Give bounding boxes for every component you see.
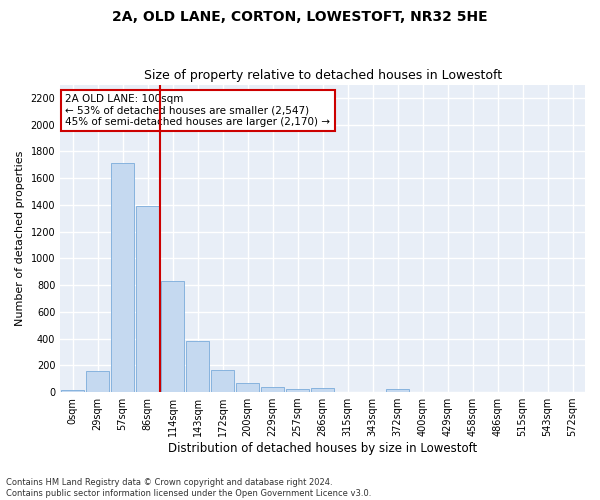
Bar (112, 164, 134, 392)
Title: Size of property relative to detached houses in Lowestoft: Size of property relative to detached ho… (143, 69, 502, 82)
Text: 2A, OLD LANE, CORTON, LOWESTOFT, NR32 5HE: 2A, OLD LANE, CORTON, LOWESTOFT, NR32 5H… (112, 10, 488, 24)
Bar (311, 388, 334, 392)
Text: Contains HM Land Registry data © Crown copyright and database right 2024.
Contai: Contains HM Land Registry data © Crown c… (6, 478, 371, 498)
Bar (211, 370, 234, 392)
Bar (386, 390, 409, 392)
Bar (61, 390, 84, 392)
Bar (161, 281, 184, 392)
Bar (286, 388, 309, 392)
Bar (236, 382, 259, 392)
Bar (86, 372, 109, 392)
Bar (187, 340, 209, 392)
Bar (136, 206, 159, 392)
Y-axis label: Number of detached properties: Number of detached properties (15, 150, 25, 326)
X-axis label: Distribution of detached houses by size in Lowestoft: Distribution of detached houses by size … (168, 442, 477, 455)
Bar (262, 388, 284, 392)
Text: 2A OLD LANE: 100sqm
← 53% of detached houses are smaller (2,547)
45% of semi-det: 2A OLD LANE: 100sqm ← 53% of detached ho… (65, 94, 331, 127)
